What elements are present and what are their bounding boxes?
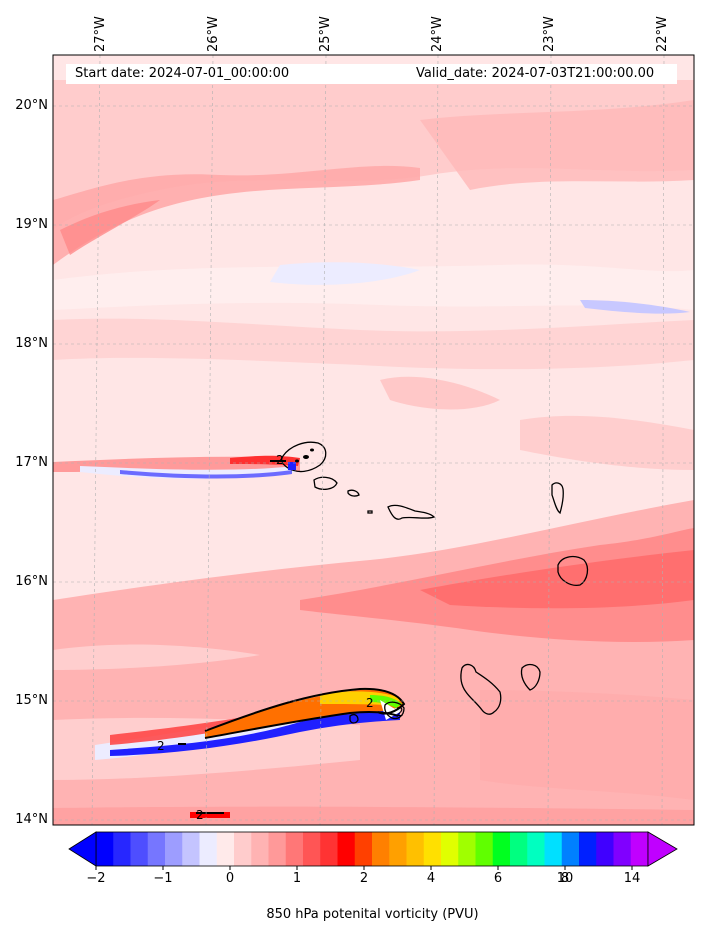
colorbar-ticks bbox=[95, 866, 633, 870]
contour-label: 2 bbox=[396, 705, 404, 719]
lon-label: 23°W bbox=[542, 16, 557, 52]
colorbar-segment bbox=[199, 832, 218, 866]
colorbar-tick-label: −1 bbox=[153, 871, 173, 886]
lon-label: 22°W bbox=[655, 16, 670, 52]
colorbar-tick-label: 1 bbox=[292, 871, 302, 886]
lat-label: 18°N bbox=[15, 336, 48, 351]
lon-label: 26°W bbox=[206, 16, 221, 52]
colorbar-segment bbox=[268, 832, 287, 866]
colorbar-tick-label: 2 bbox=[359, 871, 369, 886]
sao-vicente-island bbox=[313, 476, 338, 490]
colorbar-segment bbox=[406, 832, 425, 866]
contour-label: 2 bbox=[196, 808, 204, 822]
colorbar-segment bbox=[458, 832, 476, 866]
colorbar-segment bbox=[389, 832, 407, 866]
sal-island bbox=[551, 482, 564, 515]
contour-label: 2 bbox=[157, 739, 165, 753]
colorbar-segment bbox=[303, 832, 321, 866]
lat-label: 19°N bbox=[15, 217, 48, 232]
colorbar-tick-label: 8 bbox=[560, 871, 570, 886]
lon-label: 27°W bbox=[93, 16, 108, 52]
colorbar-max-arrow bbox=[647, 831, 678, 867]
colorbar-segment bbox=[441, 832, 459, 866]
lon-label: 24°W bbox=[430, 16, 445, 52]
colorbar-segment bbox=[96, 832, 114, 866]
colorbar bbox=[95, 831, 649, 867]
colorbar-segment bbox=[423, 832, 442, 866]
santa-luzia-island bbox=[347, 489, 360, 497]
colorbar-segment bbox=[613, 832, 632, 866]
gridlines bbox=[53, 54, 694, 826]
colorbar-tick-label: −2 bbox=[86, 871, 106, 886]
colorbar-segment bbox=[527, 832, 545, 866]
colorbar-segment bbox=[579, 832, 597, 866]
colorbar-segment bbox=[320, 832, 338, 866]
colorbar-segment bbox=[372, 832, 390, 866]
colorbar-segment bbox=[130, 832, 149, 866]
lat-label: 16°N bbox=[15, 574, 48, 589]
colorbar-segment bbox=[113, 832, 131, 866]
colorbar-tick-label: 6 bbox=[493, 871, 503, 886]
sao-nicolau-island bbox=[387, 504, 436, 520]
colorbar-segment bbox=[147, 832, 166, 866]
colorbar-segment bbox=[492, 832, 511, 866]
colorbar-tick-label: 0 bbox=[225, 871, 235, 886]
contour-label: 2 bbox=[276, 453, 284, 467]
lat-label: 17°N bbox=[15, 455, 48, 470]
branco-island bbox=[367, 510, 373, 514]
colorbar-segment bbox=[475, 832, 494, 866]
potential-vorticity-field bbox=[53, 55, 694, 825]
lat-label: 20°N bbox=[15, 98, 48, 113]
map-frame bbox=[52, 54, 695, 826]
colorbar-segment bbox=[285, 832, 304, 866]
coastlines bbox=[281, 441, 589, 724]
colorbar-tick-label: 4 bbox=[426, 871, 436, 886]
colorbar-segment bbox=[251, 832, 269, 866]
contour-lines bbox=[178, 460, 406, 814]
info-box bbox=[66, 64, 677, 84]
island-markers bbox=[288, 448, 314, 470]
colorbar-min-arrow bbox=[68, 831, 97, 867]
maio-island bbox=[520, 663, 541, 691]
colorbar-segment bbox=[337, 832, 356, 866]
colorbar-segment bbox=[354, 832, 373, 866]
contour-label: 2 bbox=[366, 696, 374, 710]
boa-vista-island bbox=[557, 555, 589, 586]
colorbar-segment bbox=[182, 832, 200, 866]
lat-label: 14°N bbox=[15, 812, 48, 827]
fogo-island bbox=[384, 701, 405, 720]
colorbar-segment bbox=[561, 832, 580, 866]
colorbar-segment bbox=[630, 832, 649, 866]
colorbar-segment bbox=[596, 832, 614, 866]
brava-island bbox=[349, 713, 359, 724]
start-date-label: Start date: 2024-07-01_00:00:00 bbox=[75, 66, 290, 81]
colorbar-segment bbox=[216, 832, 235, 866]
colorbar-segment bbox=[234, 832, 252, 866]
lat-label: 15°N bbox=[15, 693, 48, 708]
santo-antao-island bbox=[281, 441, 327, 473]
colorbar-segment bbox=[165, 832, 183, 866]
valid-date-label: Valid_date: 2024-07-03T21:00:00.00 bbox=[416, 66, 655, 81]
colorbar-tick-label: 10 bbox=[556, 871, 574, 886]
colorbar-title: 850 hPa potenital vorticity (PVU) bbox=[266, 907, 479, 922]
colorbar-segment bbox=[544, 832, 563, 866]
santiago-island bbox=[460, 663, 502, 715]
colorbar-segment bbox=[510, 832, 528, 866]
colorbar-tick-label: 14 bbox=[623, 871, 641, 886]
lon-label: 25°W bbox=[318, 16, 333, 52]
